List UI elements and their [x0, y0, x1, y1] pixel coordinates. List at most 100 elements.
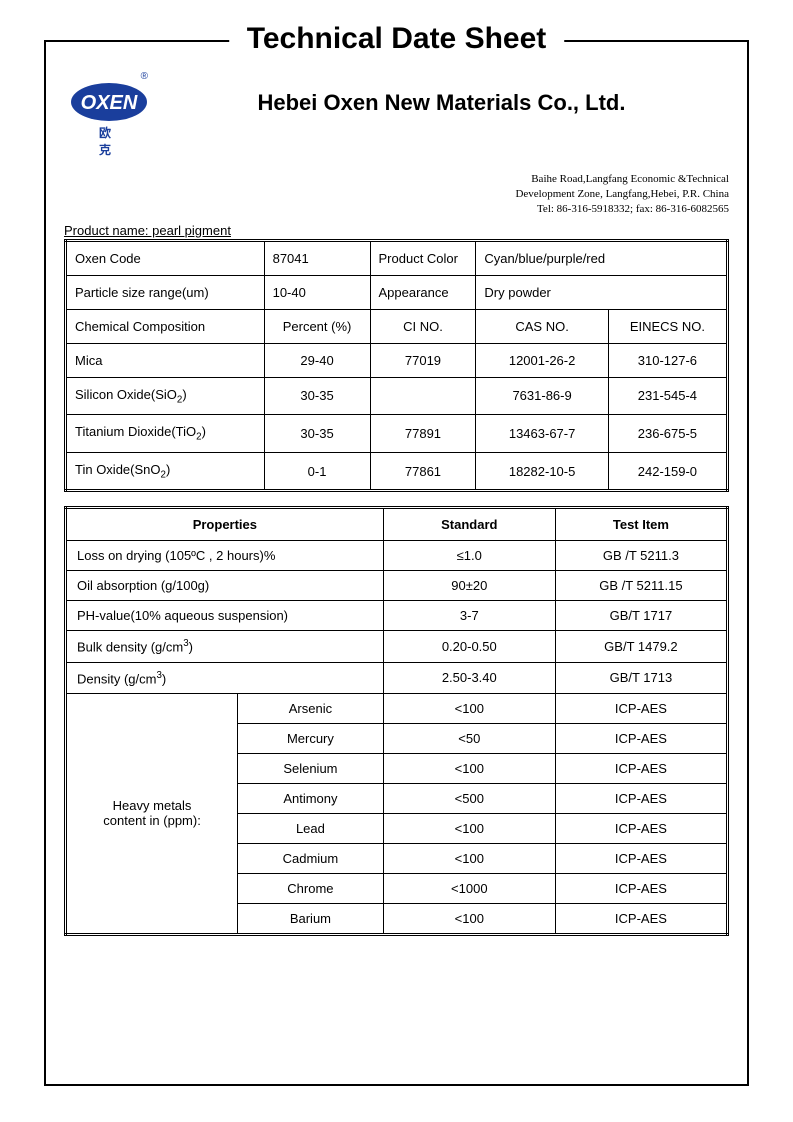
cell: 0-1	[264, 452, 370, 491]
cell-standard: 2.50-3.40	[383, 662, 555, 693]
table-row: Density (g/cm3)2.50-3.40GB/T 1713	[66, 662, 728, 693]
hdr-properties: Properties	[66, 508, 384, 541]
cell-percent-hdr: Percent (%)	[264, 309, 370, 343]
logo: ® OXEN 欧 克	[64, 72, 154, 158]
product-name: Product name: pearl pigment	[64, 223, 729, 238]
cell-appearance-label: Appearance	[370, 275, 476, 309]
properties-table: Properties Standard Test Item Loss on dr…	[64, 506, 729, 936]
table-header-row: Properties Standard Test Item	[66, 508, 728, 541]
cell-product-color: Cyan/blue/purple/red	[476, 240, 728, 275]
cell-standard: <100	[383, 693, 555, 723]
table-row: Bulk density (g/cm3)0.20-0.50GB/T 1479.2	[66, 631, 728, 662]
table-row: Particle size range(um) 10-40 Appearance…	[66, 275, 728, 309]
cell-cino-hdr: CI NO.	[370, 309, 476, 343]
cell-metal-name: Chrome	[238, 873, 384, 903]
cell-oxen-code: 87041	[264, 240, 370, 275]
cell-particle-label: Particle size range(um)	[66, 275, 265, 309]
cell-test: ICP-AES	[555, 843, 727, 873]
registered-mark: ®	[64, 72, 154, 82]
cell-test: GB /T 5211.15	[555, 571, 727, 601]
cell-standard: <50	[383, 723, 555, 753]
page: Technical Date Sheet ® OXEN 欧 克 Hebei Ox…	[0, 0, 793, 1122]
hdr-test-item: Test Item	[555, 508, 727, 541]
cell-metal-name: Lead	[238, 813, 384, 843]
cell-appearance: Dry powder	[476, 275, 728, 309]
cell-sio2: Silicon Oxide(SiO2)	[66, 377, 265, 415]
cell-mica: Mica	[66, 343, 265, 377]
cell-standard: 3-7	[383, 601, 555, 631]
address-line-3: Tel: 86-316-5918332; fax: 86-316-6082565	[537, 203, 729, 215]
cell-metal-name: Antimony	[238, 783, 384, 813]
logo-oval-icon: OXEN	[70, 82, 148, 122]
cell-property: Oil absorption (g/100g)	[66, 571, 384, 601]
company-name: Hebei Oxen New Materials Co., Ltd.	[154, 90, 729, 116]
logo-chinese: 欧 克	[64, 124, 154, 158]
cell-metal-name: Barium	[238, 903, 384, 934]
cell-metal-name: Cadmium	[238, 843, 384, 873]
cell-tio2: Titanium Dioxide(TiO2)	[66, 415, 265, 453]
cell: 231-545-4	[608, 377, 727, 415]
cell-standard: <100	[383, 903, 555, 934]
document-title: Technical Date Sheet	[229, 22, 565, 56]
company-address: Baihe Road,Langfang Economic &Technical …	[64, 172, 729, 217]
cell-heavy-metals-label: Heavy metals content in (ppm):	[66, 693, 238, 934]
cell-property: Bulk density (g/cm3)	[66, 631, 384, 662]
cell-oxen-code-label: Oxen Code	[66, 240, 265, 275]
svg-text:OXEN: OXEN	[81, 92, 138, 114]
table-row: Titanium Dioxide(TiO2) 30-35 77891 13463…	[66, 415, 728, 453]
cell: 77019	[370, 343, 476, 377]
cell-chemcomp: Chemical Composition	[66, 309, 265, 343]
composition-table: Oxen Code 87041 Product Color Cyan/blue/…	[64, 239, 729, 493]
cell: 236-675-5	[608, 415, 727, 453]
cell-test: ICP-AES	[555, 813, 727, 843]
cell-metal-name: Selenium	[238, 753, 384, 783]
cell-einecs-hdr: EINECS NO.	[608, 309, 727, 343]
cell-test: ICP-AES	[555, 723, 727, 753]
cell-test: ICP-AES	[555, 753, 727, 783]
cell-casno-hdr: CAS NO.	[476, 309, 608, 343]
table-row: Oxen Code 87041 Product Color Cyan/blue/…	[66, 240, 728, 275]
cell-standard: <100	[383, 813, 555, 843]
cell-metal-name: Mercury	[238, 723, 384, 753]
address-line-2: Development Zone, Langfang,Hebei, P.R. C…	[515, 188, 729, 200]
cell: 7631-86-9	[476, 377, 608, 415]
cell-property: PH-value(10% aqueous suspension)	[66, 601, 384, 631]
table-row: Silicon Oxide(SiO2) 30-35 7631-86-9 231-…	[66, 377, 728, 415]
cell: 310-127-6	[608, 343, 727, 377]
cell-test: GB/T 1713	[555, 662, 727, 693]
cell-particle: 10-40	[264, 275, 370, 309]
cell: 77891	[370, 415, 476, 453]
cell: 30-35	[264, 377, 370, 415]
cell	[370, 377, 476, 415]
table-row: Chemical Composition Percent (%) CI NO. …	[66, 309, 728, 343]
cell-standard: <100	[383, 843, 555, 873]
cell: 30-35	[264, 415, 370, 453]
table-row: PH-value(10% aqueous suspension)3-7GB/T …	[66, 601, 728, 631]
cell: 29-40	[264, 343, 370, 377]
cell-standard: 90±20	[383, 571, 555, 601]
header: ® OXEN 欧 克 Hebei Oxen New Materials Co.,…	[64, 72, 729, 158]
table-row: Tin Oxide(SnO2) 0-1 77861 18282-10-5 242…	[66, 452, 728, 491]
cell: 18282-10-5	[476, 452, 608, 491]
cell: 242-159-0	[608, 452, 727, 491]
cell-product-color-label: Product Color	[370, 240, 476, 275]
cell-property: Density (g/cm3)	[66, 662, 384, 693]
address-line-1: Baihe Road,Langfang Economic &Technical	[531, 173, 729, 185]
cell-sno2: Tin Oxide(SnO2)	[66, 452, 265, 491]
cell-test: GB /T 5211.3	[555, 541, 727, 571]
hdr-standard: Standard	[383, 508, 555, 541]
cell-standard: ≤1.0	[383, 541, 555, 571]
cell-standard: <1000	[383, 873, 555, 903]
cell-test: ICP-AES	[555, 783, 727, 813]
cell-test: ICP-AES	[555, 903, 727, 934]
table-row: Loss on drying (105ºC , 2 hours)%≤1.0GB …	[66, 541, 728, 571]
cell-test: GB/T 1717	[555, 601, 727, 631]
cell-test: ICP-AES	[555, 693, 727, 723]
cell: 12001-26-2	[476, 343, 608, 377]
cell-test: ICP-AES	[555, 873, 727, 903]
cell-property: Loss on drying (105ºC , 2 hours)%	[66, 541, 384, 571]
cell-metal-name: Arsenic	[238, 693, 384, 723]
cell-standard: 0.20-0.50	[383, 631, 555, 662]
table-row: Heavy metals content in (ppm):Arsenic<10…	[66, 693, 728, 723]
table-row: Mica 29-40 77019 12001-26-2 310-127-6	[66, 343, 728, 377]
